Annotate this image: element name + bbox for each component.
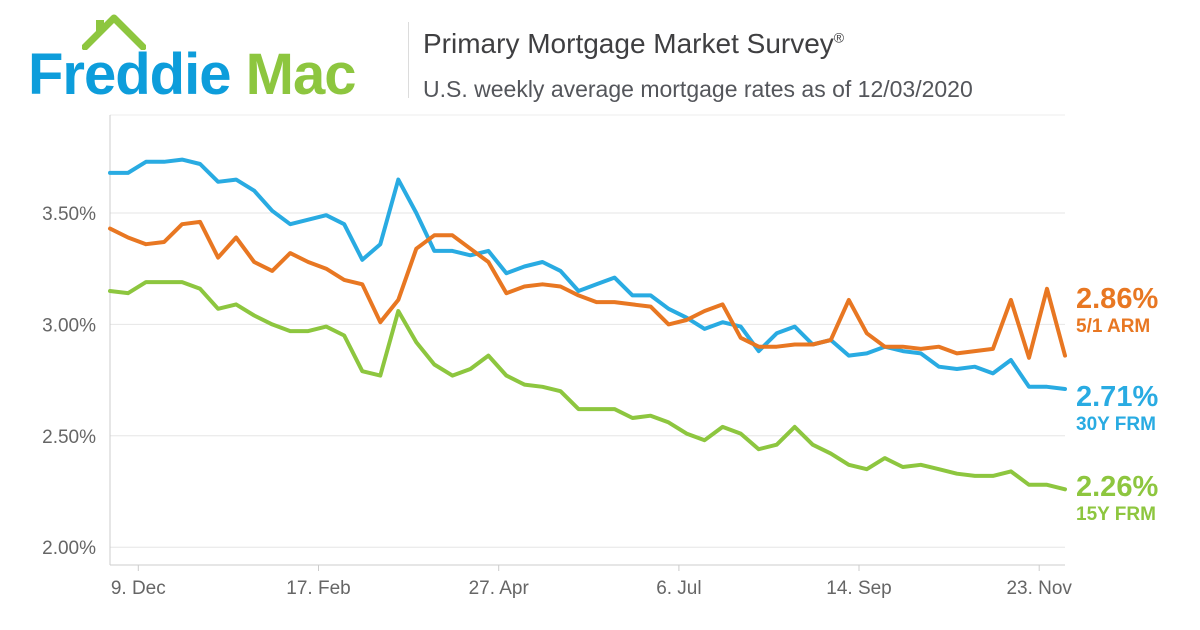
- freddie-mac-logo: Freddie Mac: [28, 10, 408, 104]
- series-name-30y-frm: 30Y FRM: [1076, 414, 1156, 436]
- page-title: Primary Mortgage Market Survey®: [423, 28, 973, 60]
- y-axis-label: 3.00%: [42, 315, 96, 336]
- title-block: Primary Mortgage Market Survey® U.S. wee…: [423, 28, 973, 103]
- series-name-5-1-arm: 5/1 ARM: [1076, 316, 1151, 338]
- logo-wordmark: Freddie Mac: [28, 10, 408, 104]
- house-roof-icon: [82, 14, 146, 50]
- series-current-value-5-1-arm: 2.86%: [1076, 283, 1159, 315]
- roof-outline: [82, 14, 146, 50]
- logo-word-mac: Mac: [245, 42, 357, 107]
- series-current-value-15y-frm: 2.26%: [1076, 471, 1159, 503]
- series-current-value-30y-frm: 2.71%: [1076, 381, 1159, 413]
- logo-word-freddie: Freddie: [28, 42, 231, 107]
- x-axis-label: 9. Dec: [111, 578, 166, 599]
- series-label-5-1-arm: 2.86% 5/1 ARM: [1076, 284, 1158, 337]
- y-axis-label: 2.50%: [42, 427, 96, 448]
- series-line-5-1-arm: [108, 219, 1067, 360]
- page-title-text: Primary Mortgage Market Survey: [423, 28, 834, 59]
- series-line-30y-frm: [108, 157, 1067, 391]
- y-axis-label: 3.50%: [42, 204, 96, 225]
- y-axis-label: 2.00%: [42, 538, 96, 559]
- registered-mark: ®: [833, 29, 845, 46]
- x-axis-label: 17. Feb: [286, 578, 350, 599]
- x-axis-label: 14. Sep: [826, 578, 892, 599]
- series-label-15y-frm: 2.26% 15Y FRM: [1076, 472, 1158, 525]
- header-divider: [408, 22, 409, 98]
- series-line-15y-frm: [108, 280, 1067, 492]
- x-axis-label: 27. Apr: [469, 578, 530, 599]
- x-axis-label: 6. Jul: [656, 578, 701, 599]
- page-subtitle: U.S. weekly average mortgage rates as of…: [423, 76, 973, 102]
- series-label-30y-frm: 2.71% 30Y FRM: [1076, 382, 1158, 435]
- series-name-15y-frm: 15Y FRM: [1076, 504, 1156, 526]
- x-axis-label: 23. Nov: [1006, 578, 1072, 599]
- chimney: [96, 20, 104, 33]
